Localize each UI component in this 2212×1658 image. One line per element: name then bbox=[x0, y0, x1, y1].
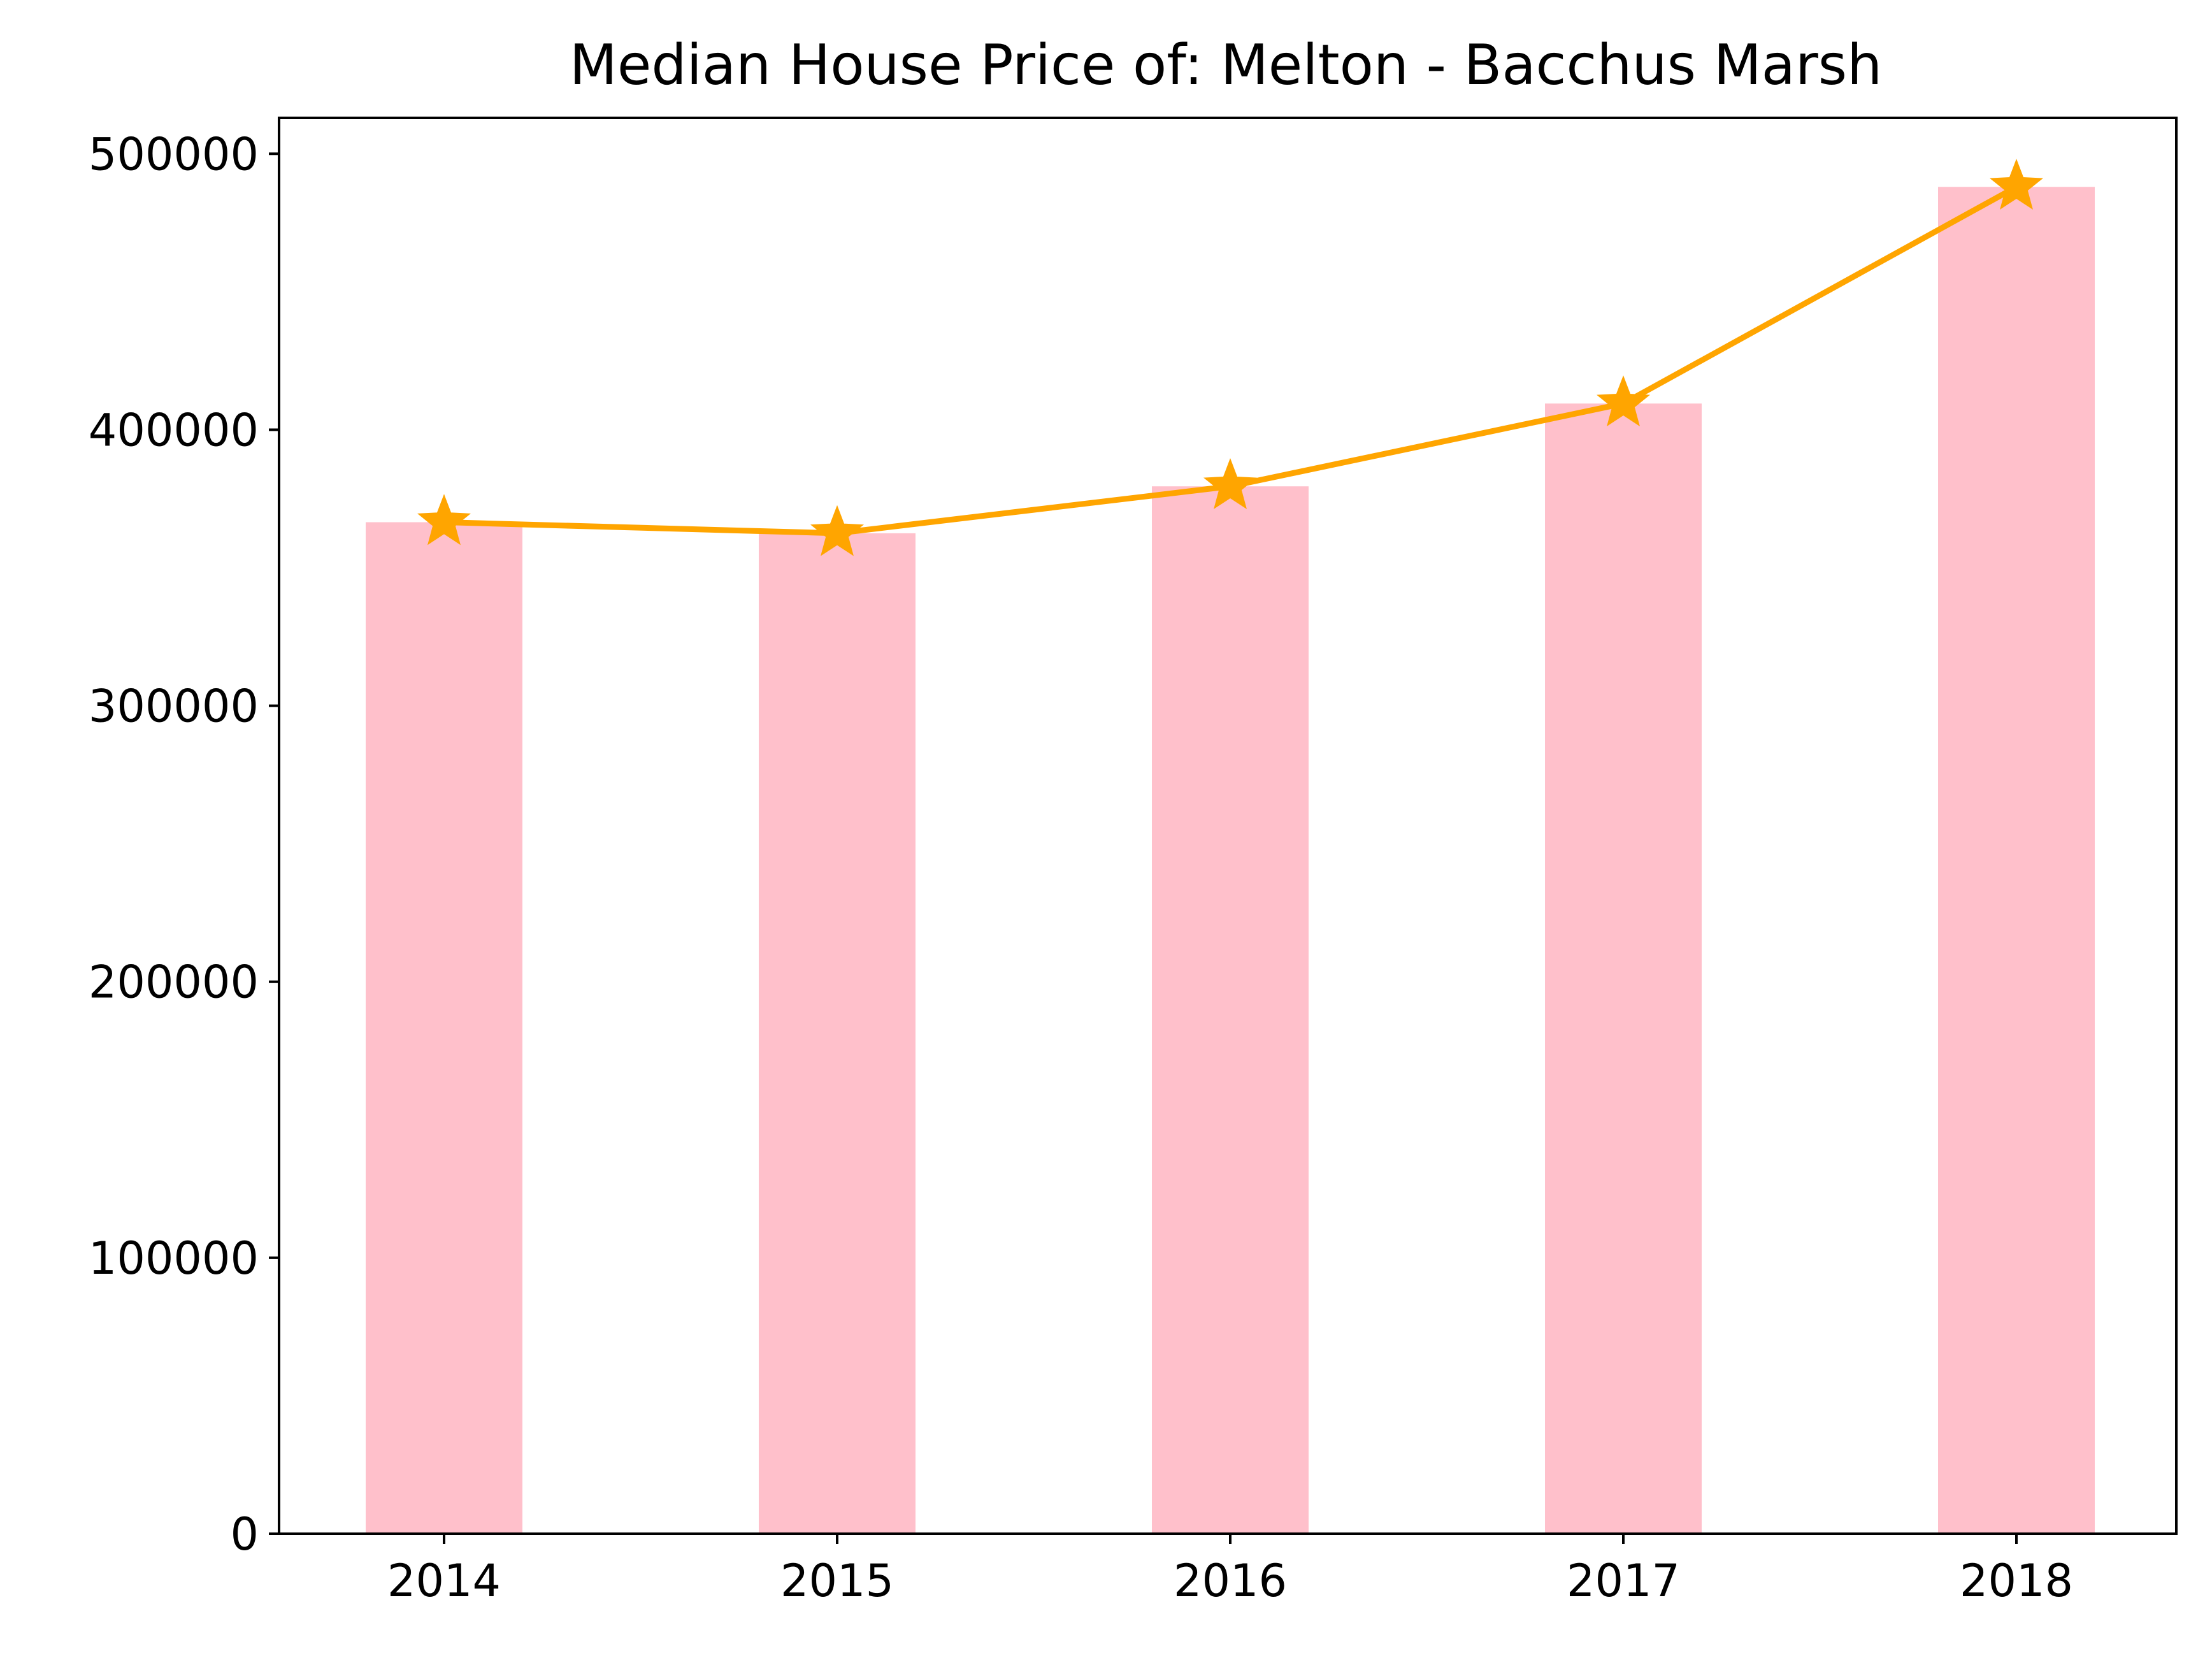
bar-2017 bbox=[1545, 403, 1702, 1534]
y-tick-label: 300000 bbox=[89, 681, 259, 733]
bar-2016 bbox=[1152, 486, 1309, 1534]
y-axis: 0 100000 200000 300000 400000 500000 bbox=[89, 128, 279, 1561]
star-marker-2016 bbox=[1203, 458, 1258, 510]
plot-area-frame bbox=[278, 117, 2178, 1535]
x-tick-label: 2018 bbox=[1960, 1555, 2073, 1607]
x-tick-label: 2017 bbox=[1567, 1555, 1680, 1607]
y-tick-label: 400000 bbox=[89, 404, 259, 456]
star-marker-2018 bbox=[1989, 159, 2044, 210]
chart-title: Median House Price of: Melton - Bacchus … bbox=[570, 32, 1882, 97]
y-tick-label: 500000 bbox=[89, 128, 259, 180]
bar-2015 bbox=[759, 533, 916, 1534]
star-marker-2014 bbox=[417, 494, 471, 545]
bar-2014 bbox=[366, 522, 522, 1534]
x-tick-label: 2016 bbox=[1174, 1555, 1287, 1607]
y-tick-label: 200000 bbox=[89, 956, 259, 1009]
star-marker-2017 bbox=[1597, 375, 1650, 427]
y-tick-label: 0 bbox=[230, 1508, 259, 1561]
x-axis: 2014 2015 2016 2017 2018 bbox=[387, 1534, 2073, 1607]
x-tick-label: 2015 bbox=[780, 1555, 894, 1607]
bars-layer bbox=[366, 187, 2095, 1534]
star-marker-2015 bbox=[810, 505, 865, 556]
line-series-layer bbox=[417, 159, 2044, 556]
y-tick-label: 100000 bbox=[89, 1232, 259, 1285]
x-tick-label: 2014 bbox=[387, 1555, 501, 1607]
bar-2018 bbox=[1938, 187, 2095, 1534]
